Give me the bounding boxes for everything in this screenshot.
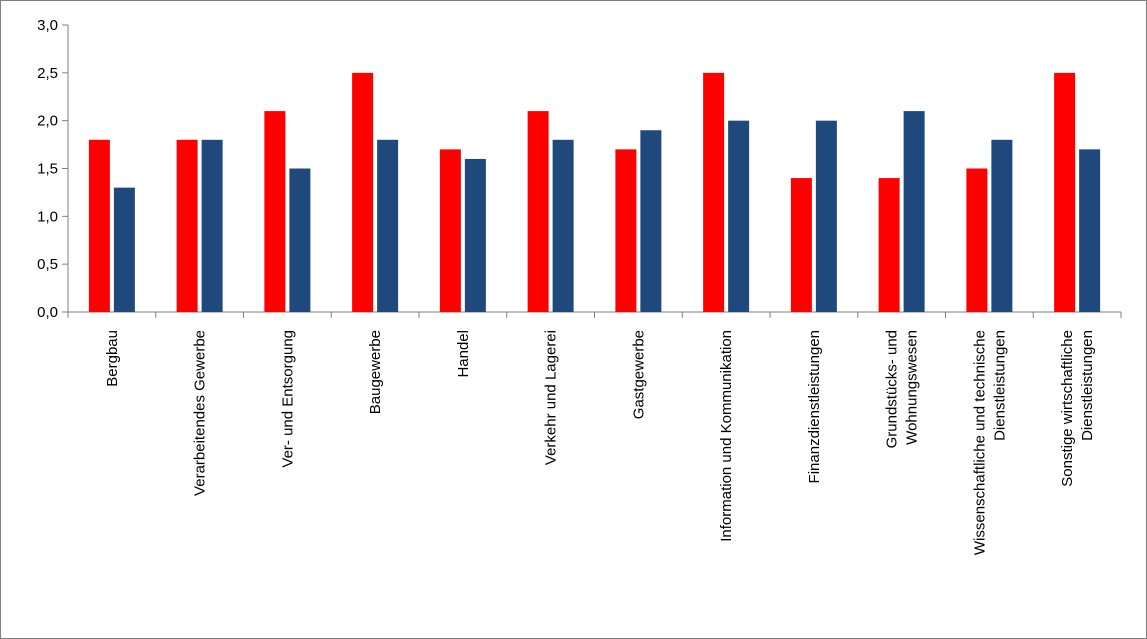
bar-series-1-2 xyxy=(176,139,198,312)
category-label: Sonstige wirtschaftliche xyxy=(1059,330,1076,487)
category-label-group: Wissenschaftliche und technische Dienstle… xyxy=(971,330,1008,555)
y-tick-label: 3,0 xyxy=(37,17,58,34)
category-label-group: Handel xyxy=(455,330,472,378)
bar-series-1-1 xyxy=(88,139,110,312)
bar-series-2-7 xyxy=(640,130,662,312)
category-label-group: Bergbau xyxy=(104,330,121,387)
category-label: Grundstücks- und xyxy=(884,330,901,448)
y-tick-labels: 0,0 0,5 1,0 1,5 2,0 2,5 3,0 xyxy=(37,17,58,321)
category-label-group: Baugewerbe xyxy=(367,330,384,414)
category-label: Ver- und Entsorgung xyxy=(279,330,296,468)
bar-series-1-7 xyxy=(615,149,637,312)
category-label: Baugewerbe xyxy=(367,330,384,414)
category-label-group: Verkehr und Lagerei xyxy=(543,330,560,465)
category-label: Bergbau xyxy=(104,330,121,387)
bar-series-1-9 xyxy=(790,178,812,312)
bar-series-2-1 xyxy=(113,187,135,312)
category-label: Gastgewerbe xyxy=(630,330,647,419)
category-label: Verarbeitendes Gewerbe xyxy=(192,330,209,496)
bar-series-2-9 xyxy=(815,120,837,313)
category-label: Wohnungswesen xyxy=(904,330,921,445)
category-label: Finanzdienstleistungen xyxy=(806,330,823,483)
bar-series-2-8 xyxy=(728,120,750,313)
y-tick-label: 0,5 xyxy=(37,256,58,273)
bar-series-2-6 xyxy=(552,139,574,312)
bar-series-2-5 xyxy=(464,158,486,312)
category-labels: Bergbau Verarbeitendes Gewerbe Ver- und En… xyxy=(104,330,1096,555)
category-label-group: Sonstige wirtschaftliche Dienstleistungen xyxy=(1059,330,1096,487)
category-label-group: Grundstücks- und Wohnungswesen xyxy=(884,330,921,448)
category-label: Dienstleistungen xyxy=(991,330,1008,441)
bar-series-1-3 xyxy=(264,111,286,312)
bar-series-1-5 xyxy=(439,149,461,312)
y-tick-label: 2,5 xyxy=(37,65,58,82)
y-tick-label: 1,5 xyxy=(37,161,58,178)
bar-series-1-12 xyxy=(1054,72,1076,312)
bars xyxy=(88,72,1101,313)
bar-series-2-4 xyxy=(377,139,399,312)
category-label: Verkehr und Lagerei xyxy=(543,330,560,465)
bar-series-2-10 xyxy=(903,111,925,312)
bar-series-2-11 xyxy=(991,139,1013,312)
category-label-group: Information und Kommunikation xyxy=(718,330,735,542)
category-label: Handel xyxy=(455,330,472,378)
bar-series-1-8 xyxy=(703,72,725,312)
y-tick-label: 0,0 xyxy=(37,304,58,321)
bar-series-1-4 xyxy=(352,72,374,312)
category-label: Wissenschaftliche und technische xyxy=(971,330,988,555)
bar-series-2-3 xyxy=(289,168,311,312)
category-label-group: Verarbeitendes Gewerbe xyxy=(192,330,209,496)
bar-series-2-2 xyxy=(201,139,223,312)
y-tick-label: 1,0 xyxy=(37,208,58,225)
axes xyxy=(62,24,1122,318)
category-label-group: Gastgewerbe xyxy=(630,330,647,419)
bar-series-2-12 xyxy=(1079,149,1101,312)
category-label: Dienstleistungen xyxy=(1079,330,1096,441)
y-tick-label: 2,0 xyxy=(37,113,58,130)
category-label-group: Ver- und Entsorgung xyxy=(279,330,296,468)
bar-series-1-6 xyxy=(527,111,549,312)
bar-series-1-10 xyxy=(878,178,900,312)
category-label-group: Finanzdienstleistungen xyxy=(806,330,823,483)
bar-series-1-11 xyxy=(966,168,988,312)
category-label: Information und Kommunikation xyxy=(718,330,735,542)
